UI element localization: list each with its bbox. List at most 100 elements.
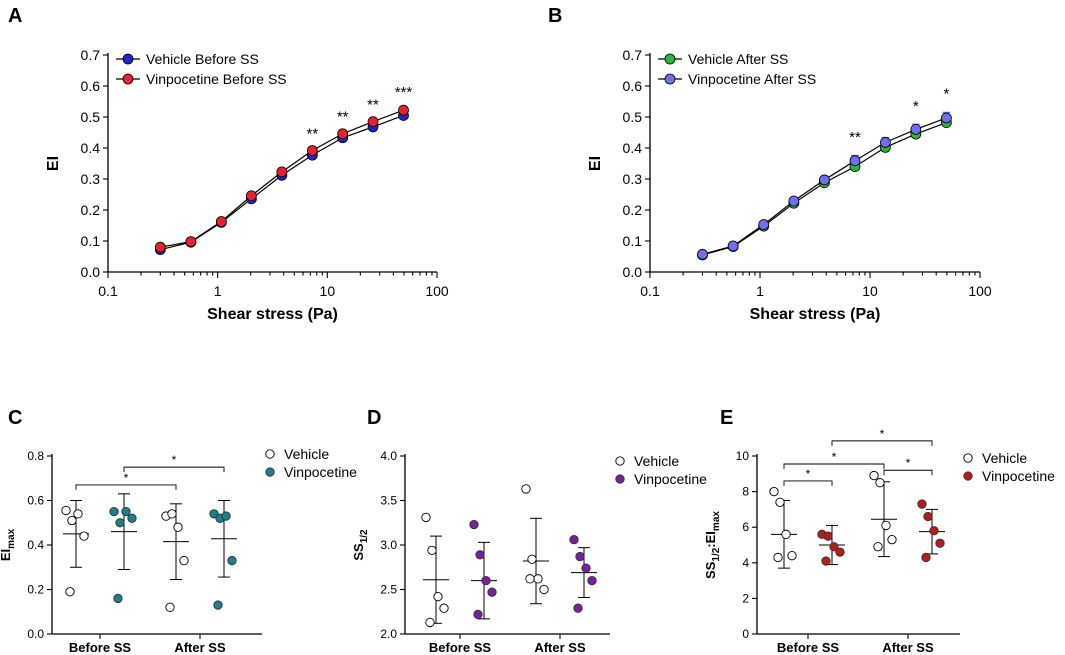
group-vehicle (61, 500, 189, 612)
y-tick-label: 0.7 (81, 47, 101, 63)
data-point (581, 563, 591, 573)
group-vinpocetine (469, 519, 597, 620)
data-point (73, 509, 83, 519)
x-tick-label: After SS (534, 640, 586, 655)
series-line (160, 114, 404, 251)
x-tick-label: 0.1 (98, 283, 118, 299)
panel-a: A 0.0 0.1 0.2 0.3 0.4 0.5 0.6 0.7 0.1 1 10 100 Shear … (8, 5, 449, 323)
data-point (697, 248, 708, 260)
data-point (575, 551, 585, 562)
significance-label: * (913, 98, 919, 115)
data-point (185, 236, 197, 248)
panel-label: C (8, 407, 22, 429)
y-tick-label: 0.7 (623, 47, 643, 63)
data-point (427, 545, 437, 555)
panel-e: E 0 2 4 6 8 10 Before SS After SS SS1/2:EImax * * * *… (703, 407, 1055, 655)
y-axis-label: EI (587, 156, 604, 171)
legend-label: Vinpocetine (284, 464, 357, 480)
y-axis-label-sub: 1/2 (359, 529, 370, 543)
data-point (213, 600, 223, 610)
data-point (221, 511, 231, 521)
y-axis-label: SS1/2:EImax (703, 511, 722, 579)
data-point (473, 609, 483, 620)
legend-label: Vinpocetine (634, 471, 707, 487)
significance-bracket (75, 484, 177, 490)
significance-label: * (172, 453, 177, 467)
data-point (245, 190, 257, 202)
y-tick-label: 0.4 (27, 538, 44, 552)
legend-label: Vinpocetine (982, 468, 1055, 484)
data-point (879, 137, 891, 148)
data-point (769, 486, 779, 497)
legend-marker (615, 474, 625, 484)
data-point (113, 593, 123, 604)
legend-label: Vinpocetine Before SS (146, 71, 287, 87)
y-axis-label-main: SS (703, 561, 718, 579)
data-point (154, 241, 166, 253)
data-point (439, 603, 449, 613)
data-point (521, 484, 531, 494)
data-point (917, 499, 927, 509)
y-tick-label: 0.2 (81, 202, 101, 218)
series-line (702, 122, 947, 256)
legend-marker (615, 456, 625, 466)
data-point (758, 219, 770, 230)
legend-marker (265, 449, 275, 459)
y-axis-label-main: SS (351, 543, 366, 561)
y-tick-label: 8 (742, 485, 749, 499)
data-point (475, 550, 485, 560)
significance-label: * (906, 456, 911, 470)
significance-bracket (123, 466, 225, 473)
significance-bracket (783, 480, 833, 486)
legend-marker (664, 73, 676, 85)
y-tick-label: 0.1 (81, 233, 101, 249)
data-point (227, 555, 237, 566)
panel-label: D (367, 407, 381, 429)
y-tick-label: 4 (742, 556, 749, 570)
data-point (79, 531, 89, 541)
y-tick-label: 0.6 (81, 78, 101, 94)
x-tick-label: 1 (214, 283, 222, 299)
data-point (165, 602, 175, 612)
y-tick-label: 4.0 (380, 449, 397, 463)
data-point (819, 174, 830, 186)
legend-label: Vehicle Before SS (146, 51, 259, 67)
series-1 (154, 104, 409, 253)
y-tick-label: 0.2 (27, 583, 44, 597)
panel-d: D 2.0 2.5 3.0 3.5 4.0 Before SS After SS SS1/2 Ve… (351, 407, 707, 655)
significance-label: * (880, 427, 885, 441)
data-point (425, 617, 435, 628)
data-point (109, 506, 119, 517)
significance-label: ** (307, 126, 319, 143)
x-tick-label: 100 (968, 283, 992, 299)
data-point (421, 512, 431, 523)
data-point (835, 547, 845, 557)
significance-label: ** (849, 129, 861, 146)
data-point (821, 556, 831, 566)
data-point (215, 216, 227, 227)
legend-marker (122, 53, 134, 65)
x-tick-label: After SS (174, 640, 226, 655)
x-tick-label: 10 (320, 283, 336, 299)
data-point (875, 478, 885, 488)
x-tick-label: Before SS (69, 640, 131, 655)
x-axis-label: Shear stress (Pa) (207, 306, 338, 323)
legend-label: Vehicle (284, 446, 329, 462)
legend-label: Vehicle (982, 450, 1027, 466)
legend-marker (664, 53, 676, 65)
x-tick-label: 10 (862, 283, 878, 299)
y-tick-label: 0 (742, 627, 749, 641)
y-tick-label: 0.1 (623, 233, 643, 249)
x-tick-label: Before SS (429, 640, 491, 655)
data-point (433, 591, 443, 602)
data-point (533, 574, 543, 584)
panel-label: E (720, 407, 733, 429)
data-point (773, 552, 783, 563)
panel-label: A (8, 5, 22, 27)
y-tick-label: 0.2 (623, 202, 643, 218)
data-point (887, 535, 897, 545)
y-tick-label: 3.5 (380, 494, 397, 508)
legend-marker (963, 453, 973, 463)
y-tick-label: 0.0 (81, 264, 101, 280)
y-axis-label-mid: :EI (703, 531, 718, 548)
